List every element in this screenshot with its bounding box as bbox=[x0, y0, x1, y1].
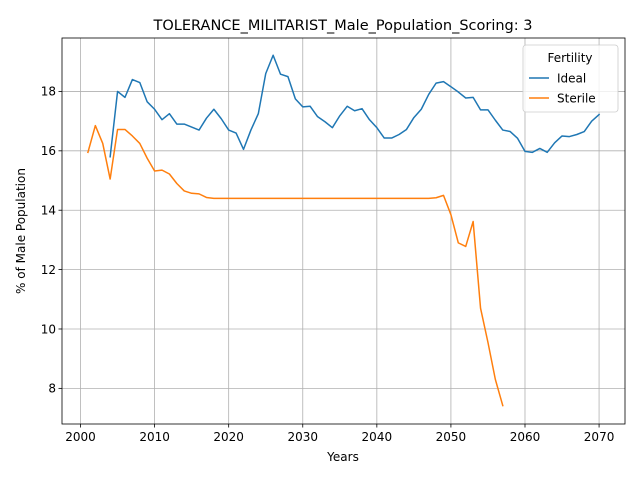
legend-entries: Ideal Sterile bbox=[529, 71, 596, 105]
plot-frame bbox=[61, 37, 626, 425]
series-layer bbox=[87, 54, 601, 407]
y-axis-label: % of Male Population bbox=[14, 168, 28, 294]
y-axis: 8 10 12 14 16 18 bbox=[41, 85, 62, 396]
x-tick-label: 2000 bbox=[65, 430, 96, 444]
x-tick-label: 2050 bbox=[436, 430, 467, 444]
x-tick-label: 2070 bbox=[584, 430, 615, 444]
y-tick-label: 16 bbox=[41, 144, 56, 158]
x-axis-label: Years bbox=[326, 450, 359, 464]
chart-title: TOLERANCE_MILITARIST_Male_Population_Sco… bbox=[153, 18, 533, 34]
y-tick-label: 18 bbox=[41, 85, 56, 99]
y-tick-label: 8 bbox=[48, 382, 56, 396]
legend-label-ideal: Ideal bbox=[557, 71, 586, 85]
x-tick-label: 2040 bbox=[362, 430, 393, 444]
series-line-sterile bbox=[87, 124, 504, 407]
x-tick-label: 2060 bbox=[510, 430, 541, 444]
legend: Fertility Ideal Sterile bbox=[522, 44, 619, 113]
y-tick-label: 14 bbox=[41, 204, 56, 218]
series-line-ideal bbox=[109, 54, 601, 158]
x-tick-label: 2030 bbox=[287, 430, 318, 444]
x-tick-label: 2020 bbox=[213, 430, 244, 444]
y-tick-label: 12 bbox=[41, 263, 56, 277]
legend-box bbox=[522, 44, 619, 113]
legend-label-sterile: Sterile bbox=[557, 91, 596, 105]
x-axis: 2000 2010 2020 2030 2040 2050 2060 2070 bbox=[65, 424, 614, 444]
legend-title: Fertility bbox=[547, 51, 592, 65]
y-tick-label: 10 bbox=[41, 322, 56, 336]
x-tick-label: 2010 bbox=[139, 430, 170, 444]
